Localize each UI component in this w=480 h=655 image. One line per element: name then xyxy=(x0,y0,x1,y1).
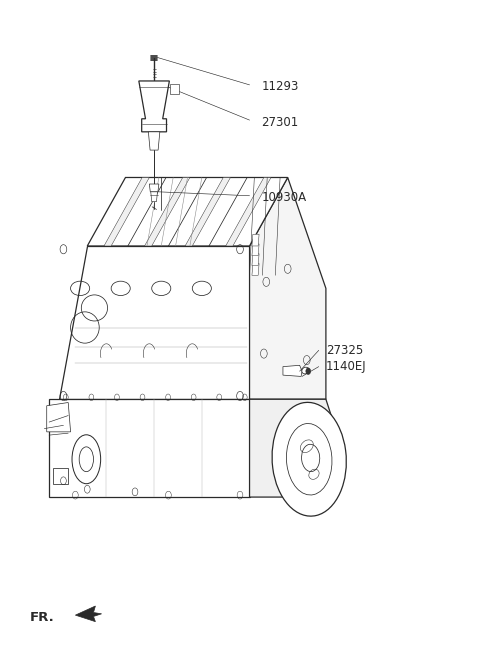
Polygon shape xyxy=(104,178,149,246)
Text: 1140EJ: 1140EJ xyxy=(326,360,367,373)
Polygon shape xyxy=(252,244,259,255)
Polygon shape xyxy=(47,403,71,432)
Polygon shape xyxy=(151,192,157,202)
Ellipse shape xyxy=(302,367,309,374)
Circle shape xyxy=(306,368,311,375)
Text: 11293: 11293 xyxy=(262,80,299,92)
Polygon shape xyxy=(252,253,259,265)
Text: 27301: 27301 xyxy=(262,115,299,128)
Ellipse shape xyxy=(72,435,101,483)
Polygon shape xyxy=(148,132,160,150)
Polygon shape xyxy=(226,178,271,246)
Text: 10930A: 10930A xyxy=(262,191,307,204)
Polygon shape xyxy=(185,178,230,246)
Ellipse shape xyxy=(272,402,347,516)
Polygon shape xyxy=(75,606,102,622)
Polygon shape xyxy=(250,178,326,400)
Polygon shape xyxy=(139,81,169,132)
Polygon shape xyxy=(252,263,259,275)
Polygon shape xyxy=(49,400,250,497)
Polygon shape xyxy=(250,400,345,497)
Polygon shape xyxy=(283,365,302,377)
Polygon shape xyxy=(252,234,259,246)
Text: 27325: 27325 xyxy=(326,344,363,357)
Polygon shape xyxy=(59,246,250,400)
Polygon shape xyxy=(144,178,190,246)
Text: FR.: FR. xyxy=(30,611,55,624)
Polygon shape xyxy=(170,84,179,94)
Polygon shape xyxy=(53,468,68,484)
Polygon shape xyxy=(149,184,159,192)
Polygon shape xyxy=(87,178,288,246)
